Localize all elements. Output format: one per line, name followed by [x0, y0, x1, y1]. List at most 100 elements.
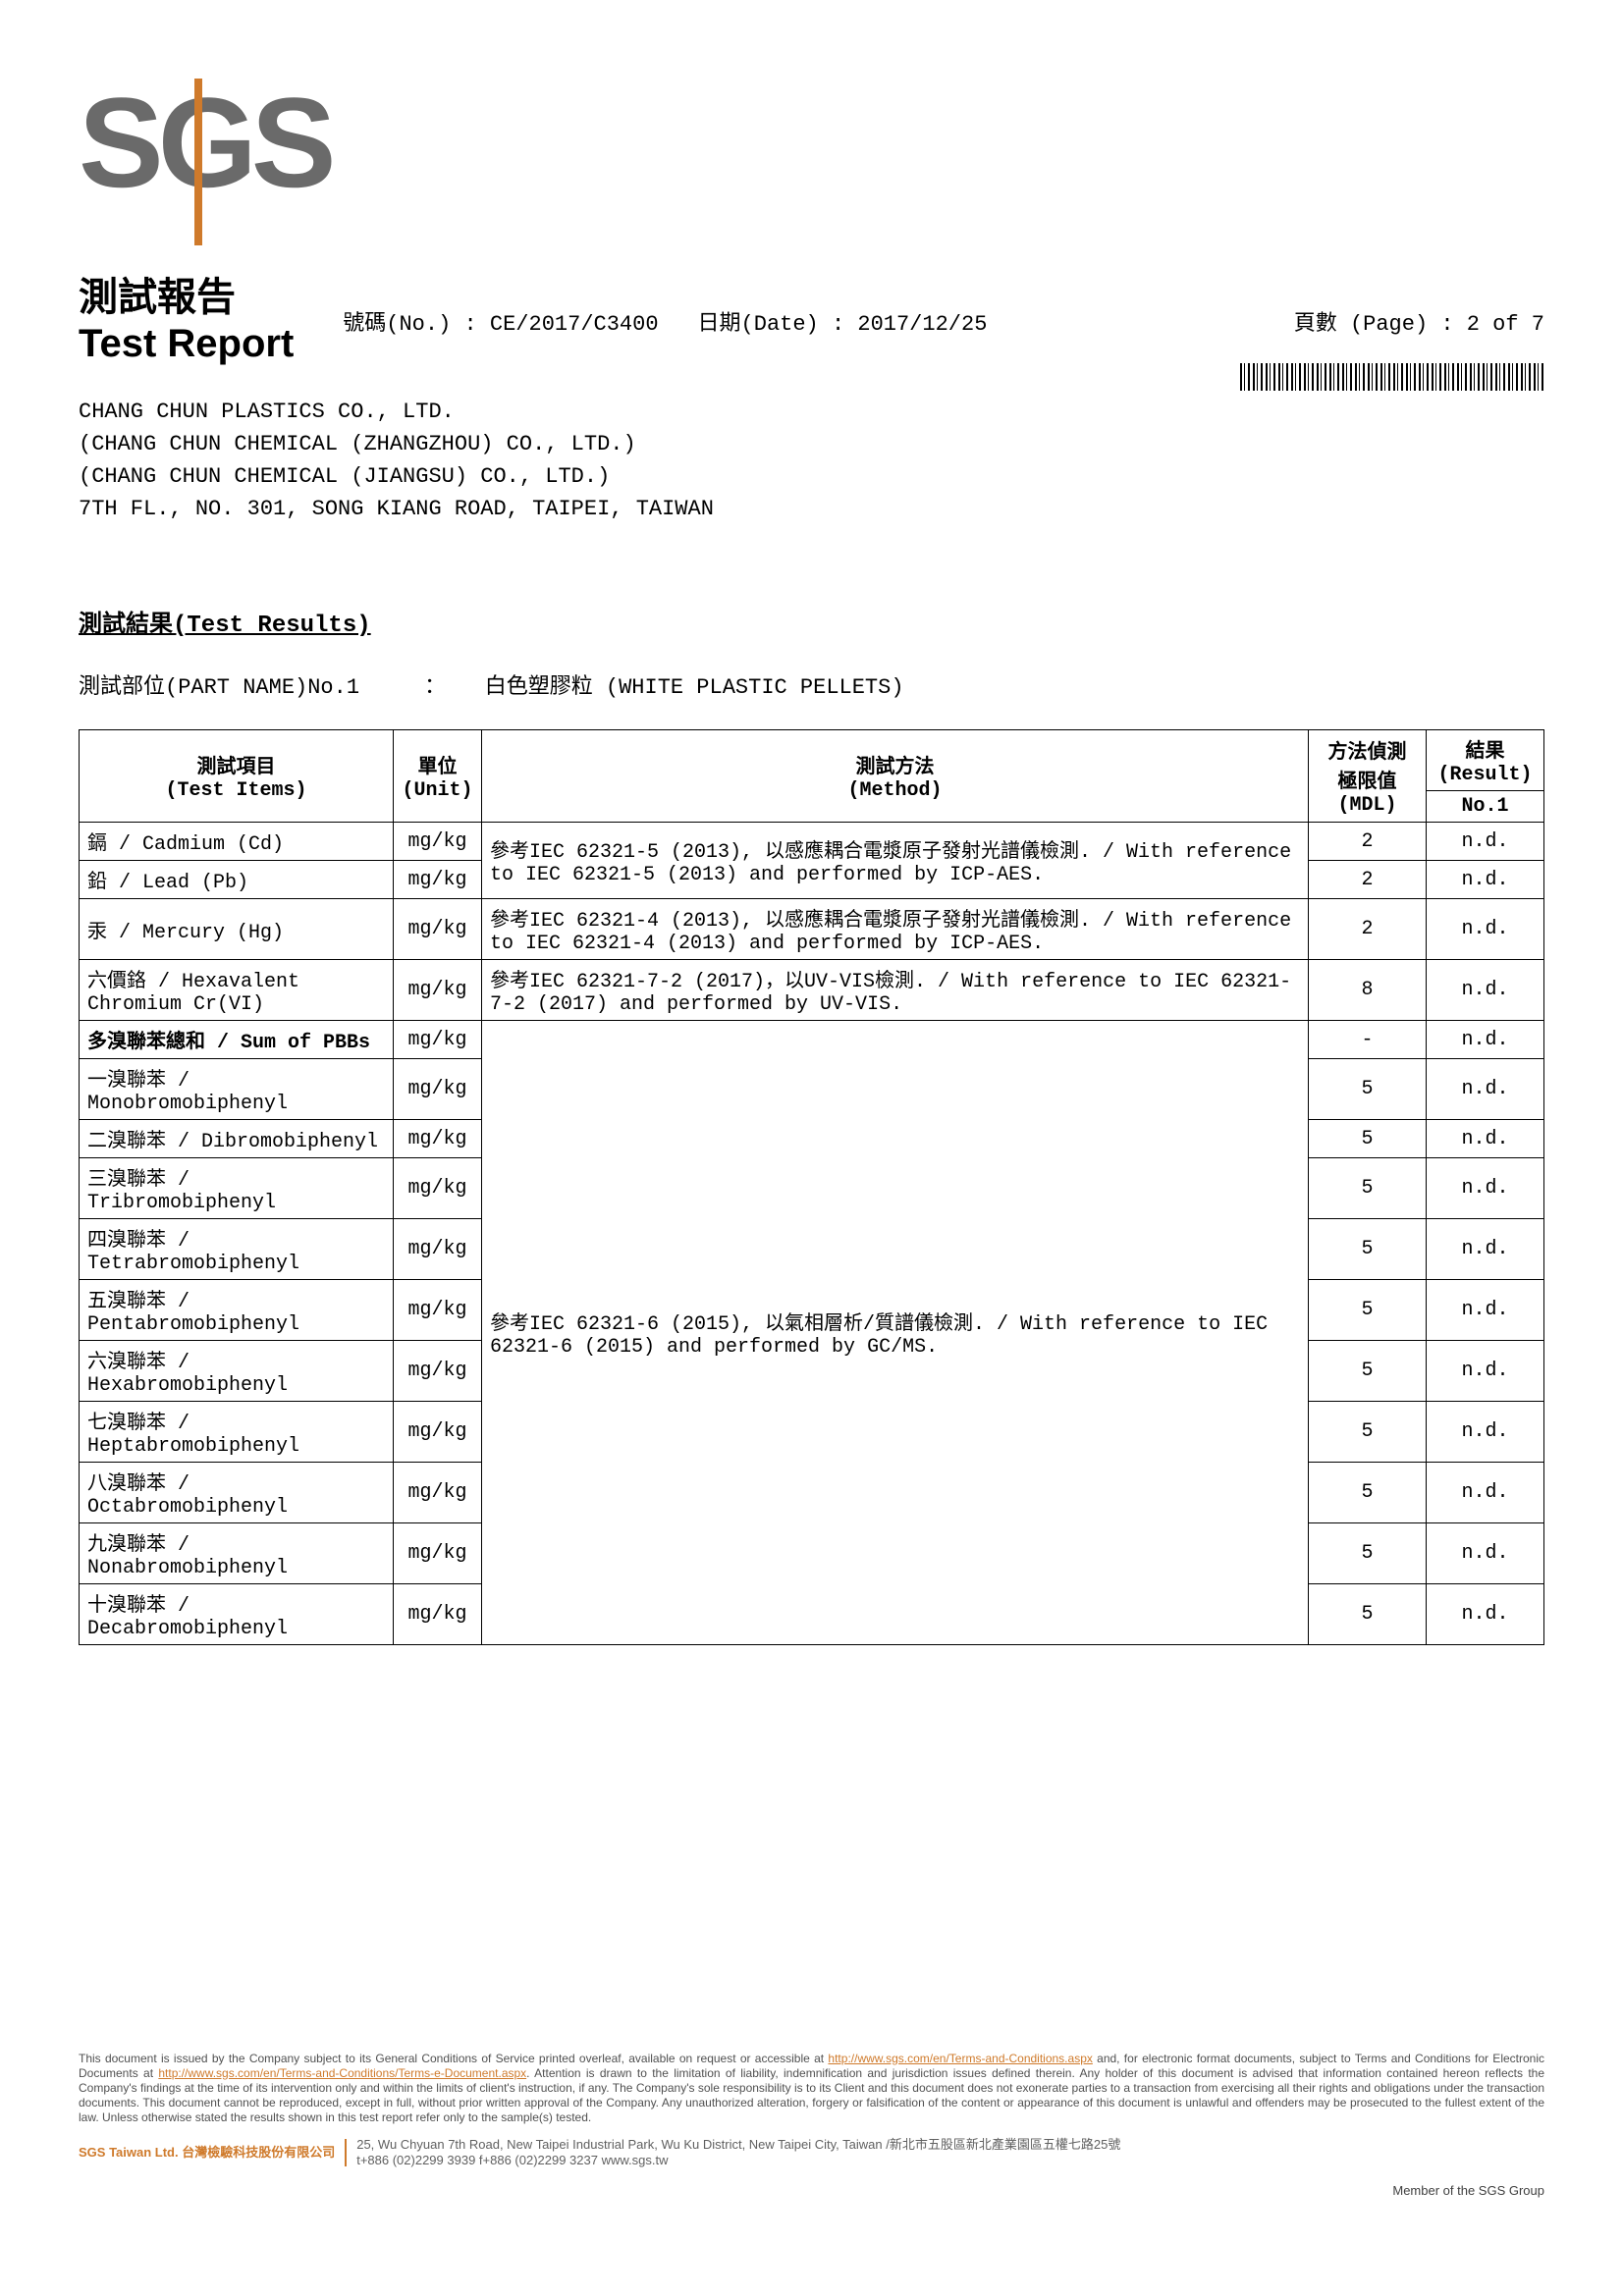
cell-item: 六價鉻 / Hexavalent Chromium Cr(VI): [80, 960, 394, 1021]
cell-unit: mg/kg: [394, 1463, 482, 1523]
cell-unit: mg/kg: [394, 823, 482, 861]
report-header: 測試報告 Test Report 號碼(No.) : CE/2017/C3400…: [79, 265, 1544, 366]
cell-unit: mg/kg: [394, 1158, 482, 1219]
company-block: CHANG CHUN PLASTICS CO., LTD. (CHANG CHU…: [79, 396, 1544, 525]
cell-item: 十溴聯苯 / Decabromobiphenyl: [80, 1584, 394, 1645]
barcode: [1240, 363, 1544, 391]
cell-item: 一溴聯苯 / Monobromobiphenyl: [80, 1059, 394, 1120]
cell-mdl: 5: [1309, 1280, 1427, 1341]
cell-item: 二溴聯苯 / Dibromobiphenyl: [80, 1120, 394, 1158]
cell-item: 九溴聯苯 / Nonabromobiphenyl: [80, 1523, 394, 1584]
footer-company-bar: SGS Taiwan Ltd. 台灣檢驗科技股份有限公司 25, Wu Chyu…: [79, 2137, 1544, 2169]
cell-mdl: 5: [1309, 1523, 1427, 1584]
sgs-logo: SGS: [79, 79, 353, 206]
footer-contact: t+886 (02)2299 3939 f+886 (02)2299 3237 …: [356, 2153, 1120, 2168]
footer-link[interactable]: http://www.sgs.com/en/Terms-and-Conditio…: [828, 2052, 1092, 2065]
company-line: 7TH FL., NO. 301, SONG KIANG ROAD, TAIPE…: [79, 493, 1544, 525]
cell-mdl: 5: [1309, 1219, 1427, 1280]
table-row: 汞 / Mercury (Hg)mg/kg參考IEC 62321-4 (2013…: [80, 899, 1544, 960]
cell-mdl: 5: [1309, 1402, 1427, 1463]
cell-item: 六溴聯苯 / Hexabromobiphenyl: [80, 1341, 394, 1402]
cell-result: n.d.: [1427, 1059, 1544, 1120]
cell-method: 參考IEC 62321-7-2 (2017)，以UV-VIS檢測. / With…: [482, 960, 1309, 1021]
cell-mdl: 8: [1309, 960, 1427, 1021]
member-label: Member of the SGS Group: [1392, 2183, 1544, 2198]
cell-mdl: 5: [1309, 1584, 1427, 1645]
table-row: 鎘 / Cadmium (Cd)mg/kg參考IEC 62321-5 (2013…: [80, 823, 1544, 861]
cell-unit: mg/kg: [394, 960, 482, 1021]
page-number: 頁數 (Page) : 2 of 7: [1294, 305, 1544, 337]
cell-item: 鉛 / Lead (Pb): [80, 861, 394, 899]
cell-item: 多溴聯苯總和 / Sum of PBBs: [80, 1021, 394, 1059]
cell-item: 五溴聯苯 / Pentabromobiphenyl: [80, 1280, 394, 1341]
cell-item: 鎘 / Cadmium (Cd): [80, 823, 394, 861]
logo-orange-bar: [194, 79, 202, 245]
cell-mdl: -: [1309, 1021, 1427, 1059]
cell-result: n.d.: [1427, 960, 1544, 1021]
cell-unit: mg/kg: [394, 1584, 482, 1645]
cell-unit: mg/kg: [394, 1341, 482, 1402]
cell-mdl: 5: [1309, 1341, 1427, 1402]
th-unit: 單位 (Unit): [394, 730, 482, 823]
cell-mdl: 5: [1309, 1158, 1427, 1219]
company-line: (CHANG CHUN CHEMICAL (JIANGSU) CO., LTD.…: [79, 460, 1544, 493]
cell-mdl: 2: [1309, 899, 1427, 960]
cell-unit: mg/kg: [394, 1219, 482, 1280]
cell-mdl: 2: [1309, 861, 1427, 899]
title-english: Test Report: [79, 322, 294, 366]
cell-mdl: 2: [1309, 823, 1427, 861]
part-name: 測試部位(PART NAME)No.1 ： 白色塑膠粒 (WHITE PLAST…: [79, 668, 1544, 700]
cell-mdl: 5: [1309, 1059, 1427, 1120]
results-heading: 測試結果(Test Results): [79, 604, 1544, 639]
th-mdl: 方法偵測 極限值 (MDL): [1309, 730, 1427, 823]
cell-item: 八溴聯苯 / Octabromobiphenyl: [80, 1463, 394, 1523]
cell-result: n.d.: [1427, 1341, 1544, 1402]
cell-result: n.d.: [1427, 861, 1544, 899]
cell-unit: mg/kg: [394, 1523, 482, 1584]
cell-unit: mg/kg: [394, 899, 482, 960]
cell-result: n.d.: [1427, 1021, 1544, 1059]
cell-result: n.d.: [1427, 1584, 1544, 1645]
table-row: 多溴聯苯總和 / Sum of PBBsmg/kg參考IEC 62321-6 (…: [80, 1021, 1544, 1059]
footer-disclaimer: This document is issued by the Company s…: [79, 2052, 1544, 2169]
cell-method: 參考IEC 62321-5 (2013), 以感應耦合電漿原子發射光譜儀檢測. …: [482, 823, 1309, 899]
cell-item: 七溴聯苯 / Heptabromobiphenyl: [80, 1402, 394, 1463]
cell-result: n.d.: [1427, 1463, 1544, 1523]
cell-item: 汞 / Mercury (Hg): [80, 899, 394, 960]
cell-item: 三溴聯苯 / Tribromobiphenyl: [80, 1158, 394, 1219]
cell-result: n.d.: [1427, 1280, 1544, 1341]
th-method: 測試方法 (Method): [482, 730, 1309, 823]
footer-link[interactable]: http://www.sgs.com/en/Terms-and-Conditio…: [158, 2066, 526, 2080]
cell-result: n.d.: [1427, 823, 1544, 861]
cell-mdl: 5: [1309, 1120, 1427, 1158]
table-row: 六價鉻 / Hexavalent Chromium Cr(VI)mg/kg參考I…: [80, 960, 1544, 1021]
cell-result: n.d.: [1427, 1158, 1544, 1219]
cell-mdl: 5: [1309, 1463, 1427, 1523]
cell-result: n.d.: [1427, 1120, 1544, 1158]
th-result-sub: No.1: [1427, 791, 1544, 823]
cell-method: 參考IEC 62321-4 (2013), 以感應耦合電漿原子發射光譜儀檢測. …: [482, 899, 1309, 960]
cell-unit: mg/kg: [394, 1120, 482, 1158]
cell-unit: mg/kg: [394, 1280, 482, 1341]
footer-address: 25, Wu Chyuan 7th Road, New Taipei Indus…: [356, 2137, 1120, 2153]
cell-result: n.d.: [1427, 899, 1544, 960]
cell-unit: mg/kg: [394, 1402, 482, 1463]
cell-result: n.d.: [1427, 1219, 1544, 1280]
results-table: 測試項目 (Test Items) 單位 (Unit) 測試方法 (Method…: [79, 729, 1544, 1645]
cell-unit: mg/kg: [394, 1021, 482, 1059]
cell-unit: mg/kg: [394, 1059, 482, 1120]
footer-divider: [345, 2139, 347, 2166]
th-test-items: 測試項目 (Test Items): [80, 730, 394, 823]
logo-text: SGS: [79, 79, 353, 206]
cell-result: n.d.: [1427, 1523, 1544, 1584]
report-no: 號碼(No.) : CE/2017/C3400: [343, 305, 658, 337]
company-line: (CHANG CHUN CHEMICAL (ZHANGZHOU) CO., LT…: [79, 428, 1544, 460]
cell-item: 四溴聯苯 / Tetrabromobiphenyl: [80, 1219, 394, 1280]
report-date: 日期(Date) : 2017/12/25: [698, 305, 988, 337]
footer-company-label: SGS Taiwan Ltd. 台灣檢驗科技股份有限公司: [79, 2145, 335, 2161]
cell-method: 參考IEC 62321-6 (2015), 以氣相層析/質譜儀檢測. / Wit…: [482, 1021, 1309, 1645]
cell-unit: mg/kg: [394, 861, 482, 899]
title-chinese: 測試報告: [79, 265, 294, 322]
cell-result: n.d.: [1427, 1402, 1544, 1463]
company-line: CHANG CHUN PLASTICS CO., LTD.: [79, 396, 1544, 428]
